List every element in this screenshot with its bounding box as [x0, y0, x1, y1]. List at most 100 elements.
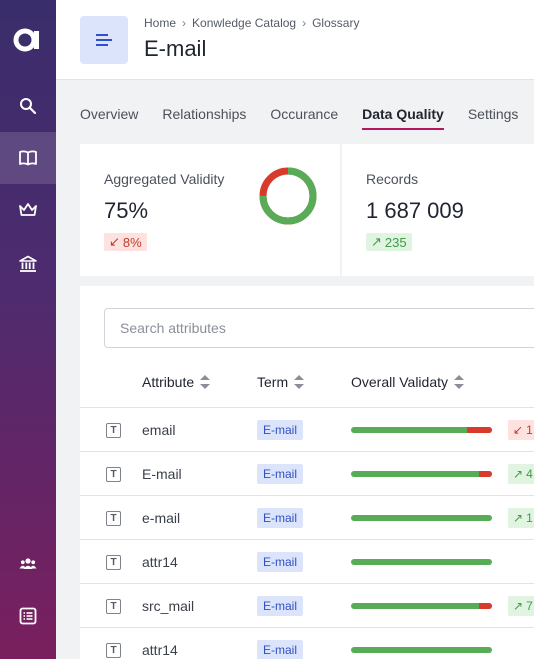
tab-data-quality[interactable]: Data Quality: [362, 106, 444, 130]
column-label: Attribute: [142, 374, 195, 390]
breadcrumb-glossary[interactable]: Glossary: [312, 16, 360, 30]
term-badge[interactable]: E-mail: [257, 420, 304, 440]
list-icon: [19, 607, 37, 625]
chevron-right-icon: ›: [182, 16, 187, 30]
sort-icon: [454, 375, 465, 389]
arrow-up-right-icon: ↗: [371, 234, 382, 249]
text-type-icon: T: [106, 555, 121, 570]
app-logo[interactable]: [0, 18, 56, 62]
delta-value: 235: [384, 234, 407, 250]
arrow-up-right-icon: ↗: [513, 511, 524, 525]
arrow-up-right-icon: ↗: [513, 599, 524, 613]
sidebar-item-search[interactable]: [0, 80, 56, 132]
delta-value: 4: [526, 467, 533, 481]
records-card: Records 1 687 009 ↗ 235: [342, 144, 534, 276]
delta-badge: ↗ 7: [508, 596, 534, 616]
breadcrumb-home[interactable]: Home: [144, 16, 177, 30]
attribute-name[interactable]: attr14: [142, 642, 178, 658]
term-badge[interactable]: E-mail: [257, 596, 304, 616]
book-icon: [19, 150, 37, 166]
attribute-name[interactable]: src_mail: [142, 598, 195, 614]
sort-icon: [200, 375, 211, 389]
validity-bar: [351, 603, 492, 609]
card-value: 1 687 009: [366, 198, 464, 223]
bank-icon: [19, 255, 37, 272]
arrow-up-right-icon: ↗: [513, 467, 524, 481]
text-type-icon: T: [106, 643, 121, 658]
attribute-name[interactable]: E-mail: [142, 466, 182, 482]
sidebar: [0, 0, 56, 659]
card-label: Aggregated Validity: [104, 171, 225, 187]
column-term[interactable]: Term: [257, 374, 305, 390]
sort-icon: [294, 375, 305, 389]
sidebar-item-users[interactable]: [0, 538, 56, 590]
term-badge[interactable]: E-mail: [257, 552, 304, 572]
column-label: Term: [257, 374, 289, 390]
delta-badge: ↙ 8%: [104, 233, 147, 251]
card-value: 75%: [104, 198, 149, 223]
search-input[interactable]: [120, 320, 534, 336]
validity-bar: [351, 515, 492, 521]
invalid-segment: [479, 603, 492, 609]
tab-bar: Overview Relationships Occurance Data Qu…: [80, 106, 534, 130]
arrow-down-left-icon: ↙: [109, 234, 120, 249]
delta-badge: ↗ 235: [366, 233, 412, 251]
validity-bar: [351, 471, 492, 477]
invalid-segment: [466, 427, 492, 433]
aggregated-validity-card: Aggregated Validity 75% ↙ 8%: [80, 144, 340, 276]
column-label: Overall Validaty: [351, 374, 449, 390]
card-label: Records: [366, 171, 419, 187]
sidebar-item-bank[interactable]: [0, 238, 56, 290]
delta-badge: ↗ 1: [508, 508, 534, 528]
column-overall-validity[interactable]: Overall Validaty: [351, 374, 465, 390]
delta-value: 1: [526, 423, 533, 437]
delta-badge: ↙ 1: [508, 420, 534, 440]
tab-settings[interactable]: Settings: [467, 106, 519, 122]
term-badge[interactable]: E-mail: [257, 464, 304, 484]
sidebar-item-catalog[interactable]: [0, 132, 56, 184]
invalid-segment: [479, 471, 492, 477]
glossary-term-icon: [80, 16, 128, 64]
tab-overview[interactable]: Overview: [80, 106, 139, 122]
search-icon: [20, 98, 37, 115]
breadcrumb-catalog[interactable]: Konwledge Catalog: [192, 16, 297, 30]
sidebar-item-crown[interactable]: [0, 184, 56, 236]
delta-value: 8%: [122, 234, 142, 250]
text-type-icon: T: [106, 511, 121, 526]
tab-relationships[interactable]: Relationships: [162, 106, 247, 122]
attribute-name[interactable]: e-mail: [142, 510, 181, 526]
column-attribute[interactable]: Attribute: [142, 374, 211, 390]
donut-valid-arc: [259, 167, 317, 225]
page-header: Home › Konwledge Catalog › Glossary E-ma…: [56, 0, 534, 80]
table-header: Attribute Term Overall Validaty: [80, 366, 534, 408]
term-badge[interactable]: E-mail: [257, 640, 304, 659]
term-badge[interactable]: E-mail: [257, 508, 304, 528]
logo-icon: [13, 28, 39, 52]
validity-bar: [351, 559, 492, 565]
text-lines-icon: [96, 34, 112, 46]
validity-bar: [351, 647, 492, 653]
delta-value: 7: [526, 599, 533, 613]
text-type-icon: T: [106, 423, 121, 438]
text-type-icon: T: [106, 467, 121, 482]
text-type-icon: T: [106, 599, 121, 614]
sidebar-item-list[interactable]: [0, 590, 56, 642]
delta-value: 1: [526, 511, 533, 525]
breadcrumb: Home › Konwledge Catalog › Glossary: [144, 16, 359, 30]
attribute-name[interactable]: attr14: [142, 554, 178, 570]
tab-occurance[interactable]: Occurance: [270, 106, 339, 122]
page-title: E-mail: [144, 36, 207, 61]
validity-donut: [259, 167, 317, 225]
arrow-down-left-icon: ↙: [513, 423, 524, 437]
table-row[interactable]: T E-mail E-mail ↗ 4: [80, 452, 534, 496]
attribute-name[interactable]: email: [142, 422, 176, 438]
crown-icon: [19, 203, 37, 216]
validity-bar: [351, 427, 492, 433]
users-icon: [19, 558, 37, 569]
